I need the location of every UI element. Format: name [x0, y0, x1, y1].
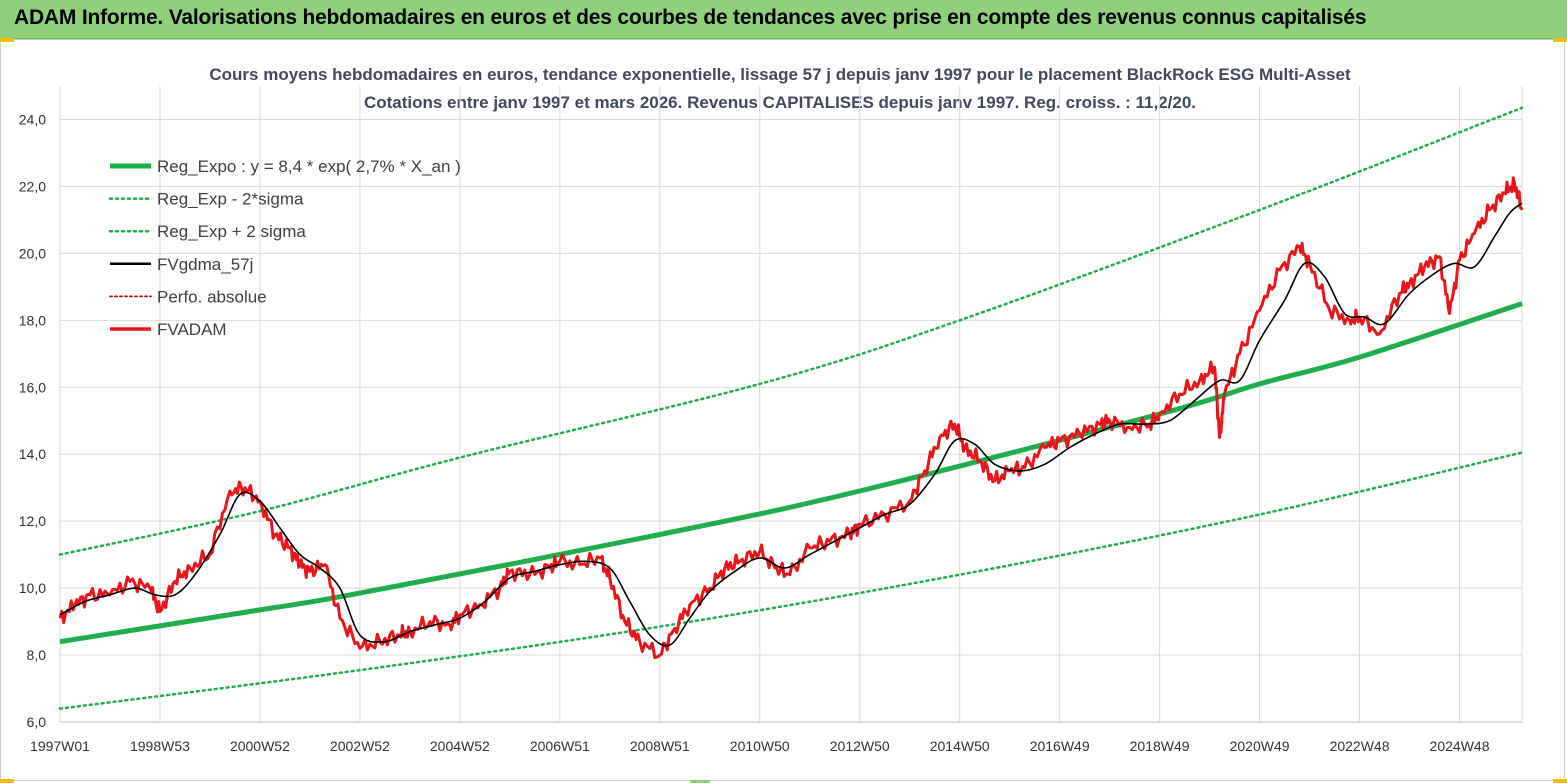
chart-subtitle: Cotations entre janv 1997 et mars 2026. … — [364, 93, 1196, 112]
x-tick-label: 2010W50 — [730, 738, 790, 754]
x-tick-label: 1998W53 — [130, 738, 190, 754]
legend-label: Reg_Exp - 2*sigma — [157, 190, 304, 209]
legend-label: FVADAM — [157, 320, 227, 339]
y-tick-label: 8,0 — [27, 647, 47, 663]
x-tick-label: 2020W49 — [1230, 738, 1290, 754]
y-tick-label: 10,0 — [19, 580, 46, 596]
x-tick-label: 2002W52 — [330, 738, 390, 754]
x-tick-label: 2022W48 — [1330, 738, 1390, 754]
x-tick-label: 2016W49 — [1030, 738, 1090, 754]
x-tick-label: 2008W51 — [630, 738, 690, 754]
x-tick-label: 2006W51 — [530, 738, 590, 754]
legend-label: Reg_Expo : y = 8,4 * exp( 2,7% * X_an ) — [157, 157, 461, 176]
x-tick-label: 2014W50 — [930, 738, 990, 754]
y-tick-label: 6,0 — [27, 714, 47, 730]
y-tick-label: 18,0 — [19, 312, 46, 328]
y-tick-label: 24,0 — [19, 111, 46, 127]
x-tick-label: 2024W48 — [1430, 738, 1490, 754]
x-tick-label: 1997W01 — [30, 738, 90, 754]
legend-label: Reg_Exp + 2 sigma — [157, 222, 306, 241]
lower-band-line — [60, 453, 1522, 709]
x-tick-label: 2004W52 — [430, 738, 490, 754]
y-tick-label: 22,0 — [19, 178, 46, 194]
x-tick-label: 2000W52 — [230, 738, 290, 754]
legend-label: FVgdma_57j — [157, 255, 253, 274]
y-tick-label: 14,0 — [19, 446, 46, 462]
trend-line — [60, 304, 1522, 642]
legend-label: Perfo. absolue — [157, 287, 267, 306]
x-tick-label: 2018W49 — [1130, 738, 1190, 754]
y-tick-label: 16,0 — [19, 379, 46, 395]
fvadam-line — [60, 178, 1522, 658]
y-tick-label: 20,0 — [19, 245, 46, 261]
legend: Reg_Expo : y = 8,4 * exp( 2,7% * X_an ) R… — [110, 157, 461, 339]
y-tick-label: 12,0 — [19, 513, 46, 529]
x-tick-label: 2012W50 — [830, 738, 890, 754]
chart-title: Cours moyens hebdomadaires en euros, ten… — [209, 65, 1351, 84]
gdma-line — [60, 203, 1522, 646]
grid-layer — [60, 86, 1522, 722]
